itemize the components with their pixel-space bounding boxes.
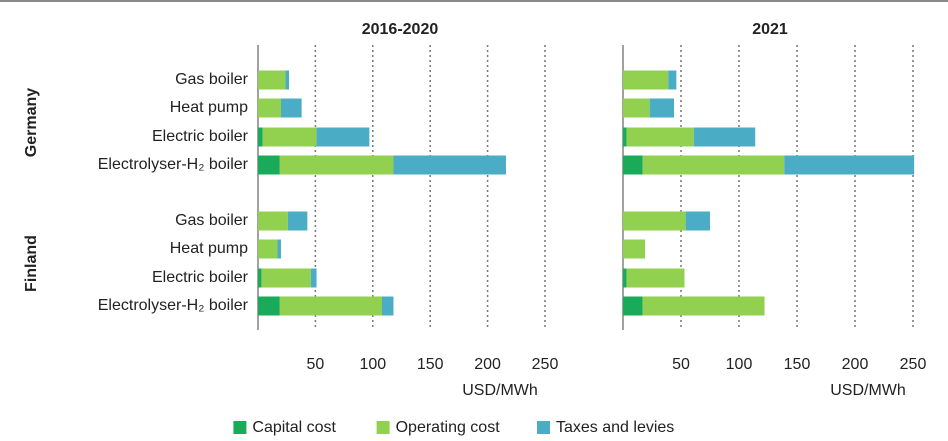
legend-swatch: [537, 421, 550, 434]
bar-segment: [623, 127, 627, 147]
x-tick-label: 100: [359, 356, 386, 373]
legend-swatch: [233, 421, 247, 434]
x-axis-label: USD/MWh: [462, 382, 538, 399]
bar-segment: [262, 127, 317, 147]
bar-segment: [693, 127, 756, 147]
x-tick-label: 200: [474, 356, 501, 373]
bar-segment: [668, 70, 677, 90]
category-label: Gas boiler: [175, 71, 249, 88]
legend-label: Operating cost: [396, 419, 501, 436]
bar-segment: [310, 268, 317, 288]
group-label: Finland: [23, 235, 40, 292]
x-tick-label: 150: [784, 356, 811, 373]
bar-segment: [280, 98, 302, 118]
bar-segment: [393, 155, 506, 175]
category-label: Electric boiler: [152, 269, 249, 286]
bar-segment: [784, 155, 915, 175]
x-axis-label: USD/MWh: [830, 382, 906, 399]
bar-segment: [623, 70, 669, 90]
bar-segment: [381, 296, 394, 316]
bar-segment: [277, 239, 281, 259]
legend-label: Capital cost: [252, 419, 336, 436]
x-tick-label: 250: [532, 356, 559, 373]
bar-segment: [258, 98, 281, 118]
bar-segment: [626, 127, 694, 147]
bar-segment: [258, 211, 288, 231]
bar-segment: [258, 155, 280, 175]
bar-segment: [623, 296, 643, 316]
bar-segment: [623, 211, 686, 231]
bar-segment: [642, 155, 785, 175]
bar-segment: [316, 127, 370, 147]
bar-segment: [287, 211, 308, 231]
bar-segment: [649, 98, 675, 118]
legend-label: Taxes and levies: [556, 419, 674, 436]
bar-segment: [261, 268, 311, 288]
panel-title: 2016-2020: [362, 21, 439, 38]
bar-segment: [258, 296, 280, 316]
bar-segment: [623, 155, 643, 175]
bar-segment: [642, 296, 765, 316]
category-label: Heat pump: [170, 240, 248, 257]
x-tick-label: 150: [417, 356, 444, 373]
category-label: Gas boiler: [175, 212, 249, 229]
bar-segment: [258, 127, 263, 147]
category-label: Electrolyser-H₂ boiler: [98, 297, 249, 314]
bar-segment: [626, 268, 685, 288]
category-label: Heat pump: [170, 99, 248, 116]
x-tick-label: 250: [900, 356, 927, 373]
x-tick-label: 100: [726, 356, 753, 373]
bar-segment: [258, 239, 278, 259]
bar-segment: [623, 268, 627, 288]
bar-segment: [685, 211, 710, 231]
bar-segment: [623, 98, 650, 118]
bar-segment: [258, 268, 262, 288]
x-tick-label: 50: [307, 356, 325, 373]
panel-title: 2021: [752, 21, 788, 38]
group-label: Germany: [23, 88, 40, 157]
x-tick-label: 50: [672, 356, 690, 373]
bar-segment: [279, 296, 382, 316]
bar-segment: [285, 70, 289, 90]
bar-segment: [279, 155, 394, 175]
x-tick-label: 200: [842, 356, 869, 373]
legend-swatch: [376, 421, 390, 434]
bar-segment: [623, 239, 646, 259]
category-label: Electrolyser-H₂ boiler: [98, 156, 249, 173]
category-label: Electric boiler: [152, 128, 249, 145]
bar-segment: [258, 70, 286, 90]
